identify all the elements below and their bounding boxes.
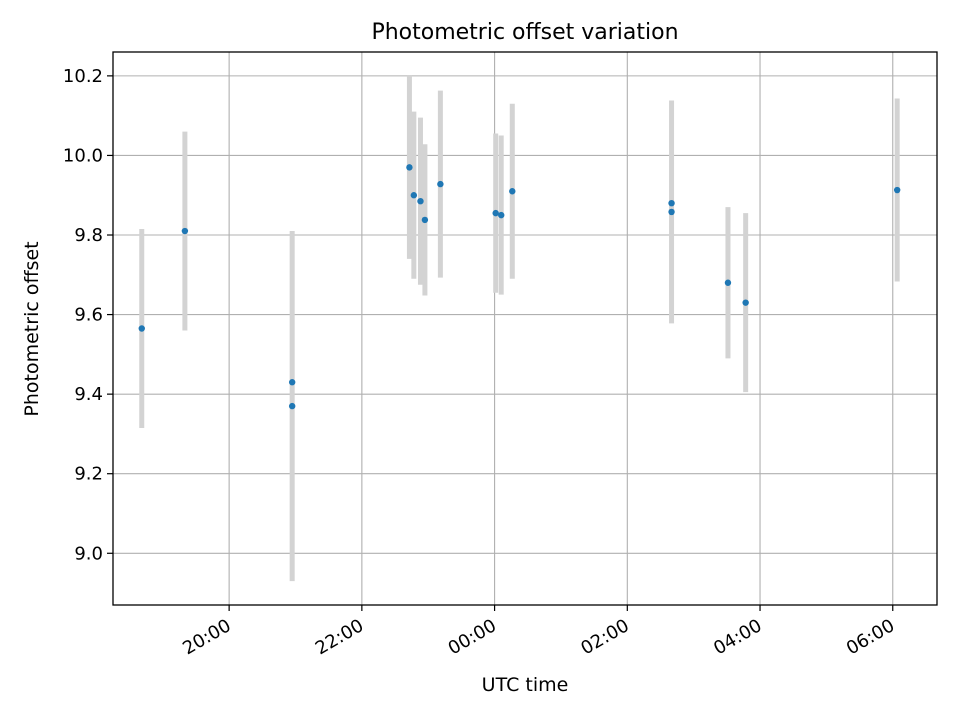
data-point — [668, 199, 675, 207]
y-tick-label: 10.0 — [63, 145, 103, 166]
x-axis-ticks: 20:00 22:00 00:00 02:00 04:00 06:00 — [179, 605, 898, 659]
y-axis-ticks: 9.0 9.2 9.4 9.6 9.8 10.0 10.2 — [63, 66, 113, 564]
y-tick-label: 9.0 — [74, 543, 103, 564]
x-tick-label: 06:00 — [843, 615, 898, 659]
data-point — [668, 208, 675, 216]
error-bars — [139, 75, 900, 582]
data-point — [421, 216, 429, 224]
x-tick-label: 00:00 — [445, 615, 500, 659]
data-point — [893, 186, 901, 194]
plot-frame — [112, 51, 938, 606]
grid-lines — [113, 52, 937, 605]
y-tick-label: 10.2 — [63, 66, 103, 87]
data-point — [406, 164, 413, 171]
data-point — [437, 180, 444, 188]
data-point — [509, 188, 516, 195]
x-axis-label: UTC time — [482, 674, 569, 696]
data-point — [138, 325, 145, 332]
x-tick-label: 22:00 — [312, 615, 367, 659]
data-point — [288, 402, 296, 410]
x-tick-label: 02:00 — [577, 615, 632, 659]
y-tick-label: 9.4 — [74, 384, 103, 405]
data-points — [138, 164, 901, 410]
data-point — [492, 209, 499, 217]
data-point — [498, 211, 505, 219]
y-tick-label: 9.6 — [74, 305, 103, 326]
data-point — [742, 299, 749, 306]
data-point — [288, 379, 296, 386]
y-tick-label: 9.2 — [74, 464, 103, 485]
y-axis-label: Photometric offset — [21, 241, 43, 416]
data-point — [410, 192, 418, 199]
y-tick-label: 9.8 — [74, 225, 103, 246]
x-tick-label: 20:00 — [179, 615, 234, 659]
data-point — [724, 279, 732, 286]
data-point — [417, 197, 424, 205]
data-point — [181, 227, 189, 235]
chart-title: Photometric offset variation — [371, 20, 678, 45]
x-tick-label: 04:00 — [710, 615, 765, 659]
